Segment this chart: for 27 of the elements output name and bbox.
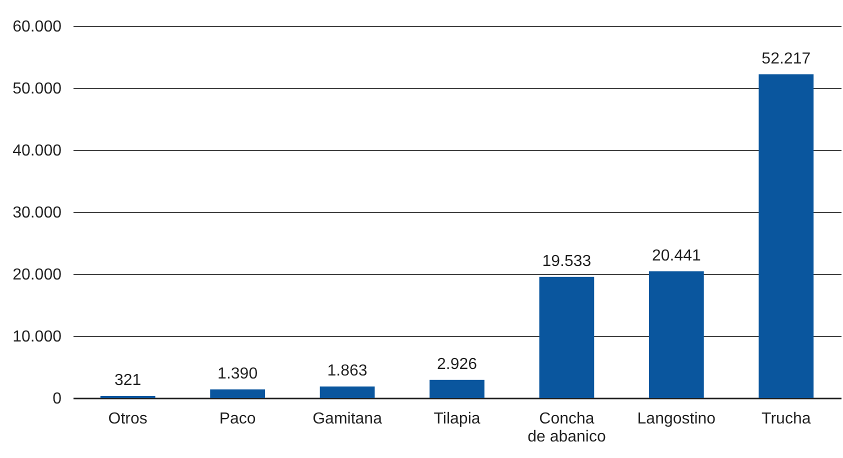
x-tick-label: Langostino — [637, 410, 716, 428]
data-label: 19.533 — [542, 252, 592, 270]
data-label: 2.926 — [436, 356, 478, 373]
data-label: 321 — [114, 372, 142, 390]
x-tick-label: Otros — [108, 410, 148, 428]
y-tick-label: 50.000 — [12, 80, 62, 98]
data-label: 1.863 — [327, 362, 368, 380]
y-tick-label: 20.000 — [12, 266, 62, 284]
bar — [320, 386, 375, 398]
data-label: 20.441 — [652, 247, 701, 264]
x-tick-label: Gamitana — [312, 410, 382, 428]
x-tick-label: Paco — [219, 410, 256, 428]
y-tick-label: 30.000 — [12, 204, 62, 222]
y-tick-label: 10.000 — [12, 328, 62, 346]
y-tick-label: 0 — [52, 390, 62, 408]
bar — [649, 271, 704, 398]
bar — [430, 380, 484, 398]
x-tick-label: Concha de abanico — [528, 410, 606, 446]
data-label: 1.390 — [218, 365, 258, 382]
x-tick-label: Tilapia — [434, 410, 480, 428]
bar — [539, 276, 594, 398]
y-tick-label: 60.000 — [12, 18, 62, 36]
x-tick-label: Trucha — [762, 410, 811, 428]
data-label: 52.217 — [762, 50, 811, 68]
bar — [758, 74, 814, 398]
y-tick-label: 40.000 — [12, 142, 62, 160]
bar — [210, 389, 265, 398]
